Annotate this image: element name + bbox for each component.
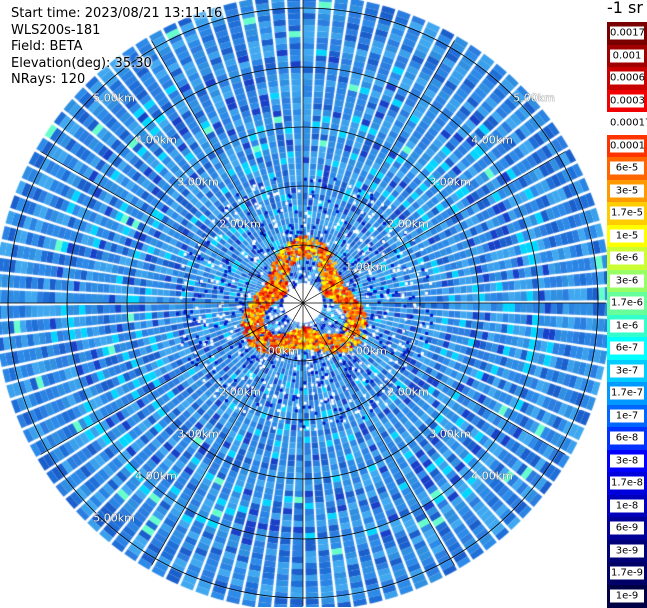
azimuth-spoke xyxy=(302,151,566,304)
ring-label-4km-se: 4.00km xyxy=(471,469,513,483)
colorbar-tick-label: 0.0017 xyxy=(610,26,645,40)
colorbar-tick-label: 6e-8 xyxy=(610,431,644,445)
colorbar-tick-label: 6e-9 xyxy=(610,521,644,535)
colorbar: 0.0017 0.001 0.0006 0.0003 0.00017 0.0001 6e-5… xyxy=(607,22,647,608)
colorbar-tick-label: 0.0003 xyxy=(610,94,645,108)
colorbar-tick-label: 3e-5 xyxy=(610,184,644,198)
colorbar-tick-label: 1e-9 xyxy=(610,589,644,603)
nrays-text: NRays: 120 xyxy=(11,72,86,88)
ring-label-3km-ne: 3.00km xyxy=(429,175,471,189)
ring-label-2km-ne: 2.00km xyxy=(387,217,429,231)
colorbar-tick-label: 1.7e-7 xyxy=(610,386,644,400)
ring-label-2km-nw: 2.00km xyxy=(219,217,261,231)
elevation-text: Elevation(deg): 35.30 xyxy=(11,55,152,71)
ring-label-1km-se: 1.00km xyxy=(345,344,387,358)
ppi-plot[interactable]: 1.00km 1.00km 1.00km 2.00km 2.00km 2.00k… xyxy=(0,0,607,607)
ring-label-3km-se: 3.00km xyxy=(429,427,471,441)
colorbar-tick-label: 6e-7 xyxy=(610,341,644,355)
colorbar-tick-label: 0.00017 xyxy=(610,116,647,130)
colorbar-tick-label: 3e-9 xyxy=(610,544,644,558)
ring-label-3km-nw: 3.00km xyxy=(177,175,219,189)
colorbar-tick-label: 1.7e-9 xyxy=(610,566,644,580)
field-text: Field: BETA xyxy=(11,39,83,55)
colorbar-tick-label: 1.7e-6 xyxy=(610,296,644,310)
ring-label-2km-se: 2.00km xyxy=(387,385,429,399)
colorbar-tick-label: 0.0001 xyxy=(610,139,645,153)
colorbar-tick-label: 1e-8 xyxy=(610,499,644,513)
ring-label-1km: 1.00km xyxy=(257,344,299,358)
colorbar-tick-label: 0.001 xyxy=(610,49,644,63)
ring-label-5km-ne: 5.00km xyxy=(513,91,555,105)
colorbar-tick-label: 3e-6 xyxy=(610,274,644,288)
colorbar-tick-label: 0.0006 xyxy=(610,71,645,85)
azimuth-spoke xyxy=(302,302,566,455)
azimuth-spoke xyxy=(302,302,455,566)
start-time-text: Start time: 2023/08/21 13:11:16 xyxy=(11,6,223,21)
colorbar-tick-label: 6e-6 xyxy=(610,251,644,265)
ring-label-5km-nw: 5.00km xyxy=(93,91,135,105)
azimuth-spoke xyxy=(151,40,304,304)
range-rings-overlay xyxy=(0,0,606,606)
ring-label-4km-sw: 4.00km xyxy=(135,469,177,483)
colorbar-tick-label: 1e-6 xyxy=(610,319,644,333)
ring-label-1km-ne: 1.00km xyxy=(345,260,387,274)
ring-label-2km-sw: 2.00km xyxy=(219,385,261,399)
azimuth-spoke xyxy=(40,151,304,304)
colorbar-tick-label: 6e-5 xyxy=(610,161,644,175)
azimuth-spoke xyxy=(151,302,304,566)
colorbar-units-label: -1 sr xyxy=(607,0,643,17)
colorbar-tick-label: 1e-7 xyxy=(610,409,644,423)
colorbar-tick-label: 1.7e-5 xyxy=(610,206,644,220)
ring-label-5km-sw: 5.00km xyxy=(93,511,135,525)
azimuth-spoke xyxy=(40,302,304,455)
ring-label-4km-nw: 4.00km xyxy=(135,133,177,147)
colorbar-tick-label: 3e-8 xyxy=(610,454,644,468)
colorbar-tick-label: 1e-5 xyxy=(610,229,644,243)
azimuth-spoke xyxy=(302,40,455,304)
scan-info-panel: Start time: 2023/08/21 13:11:16 WLS200s-… xyxy=(11,6,222,89)
instrument-text: WLS200s-181 xyxy=(11,22,101,38)
colorbar-tick-label: 1.7e-8 xyxy=(610,476,644,490)
ring-label-3km-sw: 3.00km xyxy=(177,427,219,441)
colorbar-tick-label: 3e-7 xyxy=(610,364,644,378)
ring-label-4km-ne: 4.00km xyxy=(471,133,513,147)
